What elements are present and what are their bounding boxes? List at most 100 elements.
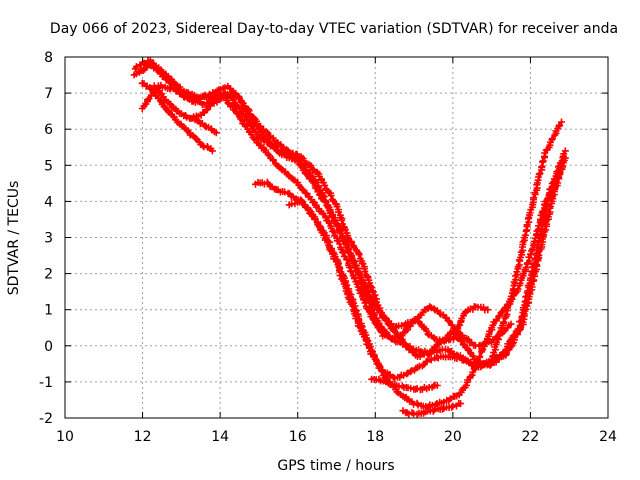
series-track-2 [130,61,515,350]
y-tick-label: 1 [44,303,53,319]
x-tick-label: 12 [134,429,152,445]
data-point-marker [343,241,351,249]
data-point-marker [145,95,153,103]
data-point-marker [316,191,324,199]
data-point-marker [208,147,216,155]
x-tick-label: 18 [366,429,384,445]
y-tick-label: 2 [44,267,53,283]
data-point-marker [457,336,465,344]
data-point-marker [522,264,530,272]
data-point-marker [365,344,373,352]
data-point-marker [282,145,290,153]
data-point-marker [349,302,357,310]
data-point-marker [377,309,385,316]
data-point-marker [356,323,364,331]
data-point-marker [377,366,385,374]
y-axis-label: SDTVAR / TECUs [6,181,22,296]
data-point-marker [139,67,147,74]
data-point-marker [212,129,220,137]
data-point-marker [233,109,241,117]
data-point-marker [507,292,515,300]
data-point-marker [432,401,440,409]
data-point-marker [203,106,211,113]
y-tick-label: 0 [44,339,53,355]
data-point-marker [338,217,346,224]
series-track-9 [368,375,441,394]
y-tick-label: 5 [44,158,53,174]
data-point-marker [533,261,541,269]
y-tick-label: 8 [44,50,53,66]
data-point-marker [251,119,259,127]
y-tick-label: 3 [44,231,53,247]
data-point-marker [561,147,569,155]
data-point-marker [202,106,210,114]
x-tick-label: 22 [522,429,540,445]
data-point-marker [561,154,569,162]
data-point-marker [351,257,359,265]
data-point-marker [436,309,444,317]
data-point-marker [264,129,272,137]
data-point-marker [453,333,461,341]
data-point-marker [515,326,523,334]
data-point-marker [558,165,565,173]
data-point-marker [507,320,515,328]
data-point-marker [469,352,477,360]
data-point-marker [444,316,452,324]
data-point-marker [281,188,289,196]
data-point-marker [347,252,355,260]
data-point-marker [257,127,265,135]
data-point-marker [298,185,306,193]
data-point-marker [481,339,489,347]
data-point-marker [346,263,353,271]
data-point-marker [369,315,377,323]
data-point-marker [445,317,453,325]
data-point-marker [336,240,344,248]
data-point-marker [348,268,355,276]
data-point-marker [153,66,161,74]
data-point-marker [407,384,415,392]
data-point-marker [339,277,347,285]
data-point-marker [363,304,371,312]
data-point-marker [260,131,268,139]
series-line [133,62,513,348]
data-point-marker [458,337,466,345]
data-point-marker [495,313,503,320]
data-point-marker [503,350,510,358]
data-point-marker [484,306,492,314]
y-tick-label: 6 [44,122,53,138]
data-point-marker [321,181,329,189]
x-tick-label: 10 [56,429,74,445]
data-point-marker [509,340,517,348]
x-tick-label: 24 [599,429,617,445]
series-track-7 [138,79,216,155]
data-point-marker [357,327,365,335]
data-point-marker [414,314,422,322]
data-point-marker [201,122,209,130]
data-point-marker [448,403,456,411]
data-point-marker [324,238,332,246]
data-point-marker [192,135,200,142]
data-point-marker [427,356,435,364]
series-track-6 [285,118,565,382]
data-point-marker [528,245,536,253]
data-point-marker [551,178,559,186]
data-point-marker [144,96,152,104]
x-tick-label: 14 [211,429,229,445]
data-point-marker [476,353,484,360]
series-track-10 [399,399,465,418]
data-point-marker [355,251,363,259]
plot-frame [64,56,609,419]
data-point-marker [336,230,344,237]
data-point-marker [367,283,375,291]
y-tick-label: 4 [44,194,53,210]
data-point-marker [463,345,471,353]
x-axis-label: GPS time / hours [277,458,394,474]
data-point-marker [433,382,441,389]
data-point-marker [407,368,414,376]
data-point-marker [530,194,538,202]
y-tick-label: 7 [44,86,53,102]
data-point-marker [329,213,336,221]
data-point-marker [429,407,437,415]
data-point-marker [558,118,565,126]
